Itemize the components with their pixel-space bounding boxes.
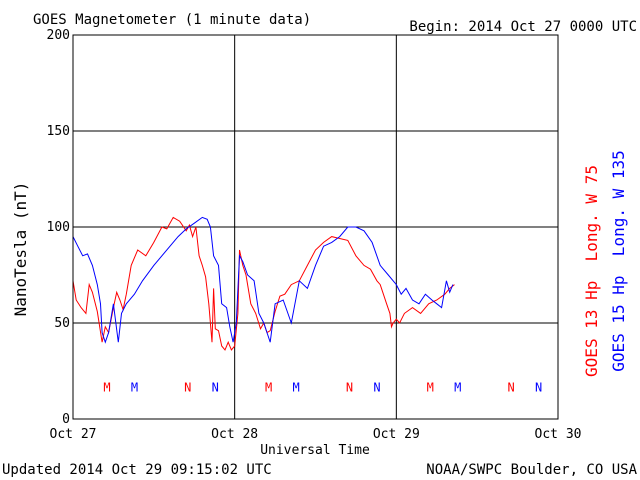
goes13-marker-m: M — [427, 380, 434, 394]
series-lines — [72, 216, 455, 351]
x-tick-label: Oct 30 — [535, 427, 582, 442]
y-tick-label: 50 — [54, 316, 70, 331]
series-goes15-line — [72, 216, 454, 344]
x-tick-label: Oct 27 — [50, 427, 97, 442]
legend-goes13: GOES 13 Hp Long. W 75 — [582, 165, 601, 377]
series-goes13-line — [72, 216, 455, 351]
local-time-markers: M N M N M NM N M N M N — [103, 380, 542, 394]
footer-updated: Updated 2014 Oct 29 09:15:02 UTC — [2, 462, 272, 478]
goes13-marker-n: N — [507, 380, 514, 394]
x-tick-label: Oct 28 — [211, 427, 258, 442]
footer-source: NOAA/SWPC Boulder, CO USA — [426, 462, 637, 478]
goes13-marker-n: N — [346, 380, 353, 394]
y-tick-label: 0 — [62, 412, 70, 427]
grid — [73, 35, 558, 419]
plot-frame — [72, 34, 559, 420]
goes15-marker-n: N — [535, 380, 542, 394]
legend-goes15: GOES 15 Hp Long. W 135 — [609, 150, 628, 372]
goes15-marker-m: M — [292, 380, 299, 394]
y-tick-label: 150 — [47, 124, 70, 139]
goes15-marker-m: M — [454, 380, 461, 394]
goes13-marker-n: N — [184, 380, 191, 394]
chart-title: GOES Magnetometer (1 minute data) — [33, 12, 311, 28]
y-tick-label: 200 — [47, 28, 70, 43]
y-axis-label: NanoTesla (nT) — [11, 182, 30, 317]
begin-label: Begin: 2014 Oct 27 0000 UTC — [409, 19, 637, 35]
goes13-marker-m: M — [103, 380, 110, 394]
x-tick-label: Oct 29 — [373, 427, 420, 442]
goes15-marker-n: N — [373, 380, 380, 394]
goes15-marker-m: M — [131, 380, 138, 394]
x-tick-labels: Oct 27 Oct 28 Oct 29 Oct 30 — [50, 427, 582, 442]
goes15-marker-n: N — [212, 380, 219, 394]
x-axis-label: Universal Time — [260, 443, 370, 458]
y-tick-labels: 0 50 100 150 200 — [47, 28, 70, 427]
goes13-marker-m: M — [265, 380, 272, 394]
y-tick-label: 100 — [47, 220, 70, 235]
